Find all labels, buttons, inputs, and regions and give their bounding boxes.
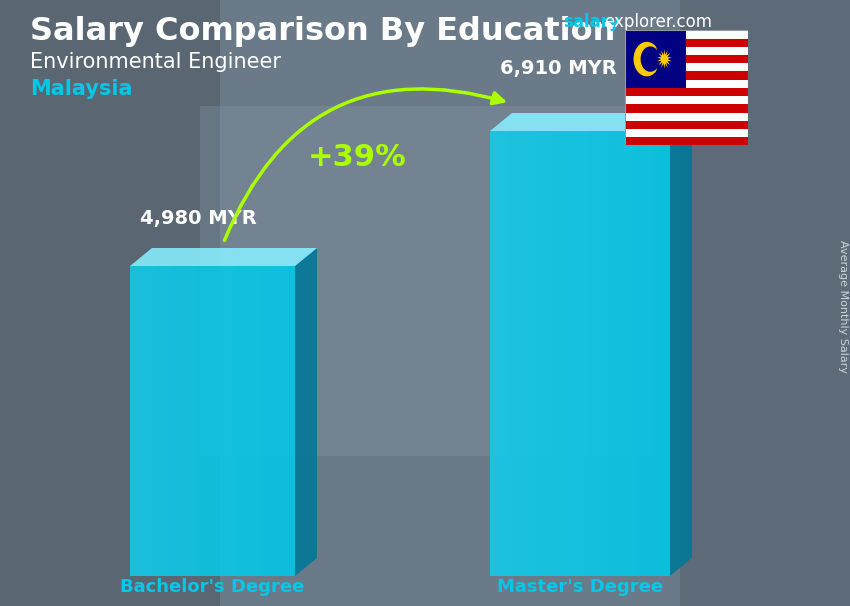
Polygon shape [490,131,499,576]
Bar [625,121,748,129]
Bar [625,96,748,104]
Text: Environmental Engineer: Environmental Engineer [30,52,281,72]
Text: Average Monthly Salary: Average Monthly Salary [838,239,848,373]
Bar [625,47,748,55]
Polygon shape [155,266,163,576]
Polygon shape [130,248,317,266]
Text: 6,910 MYR: 6,910 MYR [500,59,617,78]
Bar [625,129,748,137]
Polygon shape [200,106,650,456]
Text: Malaysia: Malaysia [30,79,133,99]
Bar [625,39,748,47]
Polygon shape [139,266,146,576]
Text: Salary Comparison By Education: Salary Comparison By Education [30,16,615,47]
Polygon shape [517,131,526,576]
Bar [625,55,748,63]
Polygon shape [490,131,670,576]
Text: explorer.com: explorer.com [604,13,712,31]
Polygon shape [670,113,692,576]
Polygon shape [657,49,672,69]
Bar [625,104,748,113]
Text: Bachelor's Degree: Bachelor's Degree [121,578,304,596]
Bar [625,30,748,39]
Text: salary: salary [563,13,620,31]
Text: 4,980 MYR: 4,980 MYR [140,209,257,228]
Polygon shape [490,113,692,131]
Text: +39%: +39% [308,144,406,173]
Text: Master's Degree: Master's Degree [497,578,663,596]
Bar [625,72,748,79]
Bar [625,88,748,96]
Bar [625,30,686,88]
Polygon shape [633,42,657,76]
Bar [625,113,748,121]
Polygon shape [130,266,139,576]
Polygon shape [295,248,317,576]
Polygon shape [508,131,517,576]
Polygon shape [0,0,220,606]
Polygon shape [146,266,155,576]
Bar [625,79,748,88]
Polygon shape [680,0,850,606]
Polygon shape [499,131,508,576]
Bar [625,137,748,145]
Bar [625,63,748,72]
Polygon shape [130,266,295,576]
